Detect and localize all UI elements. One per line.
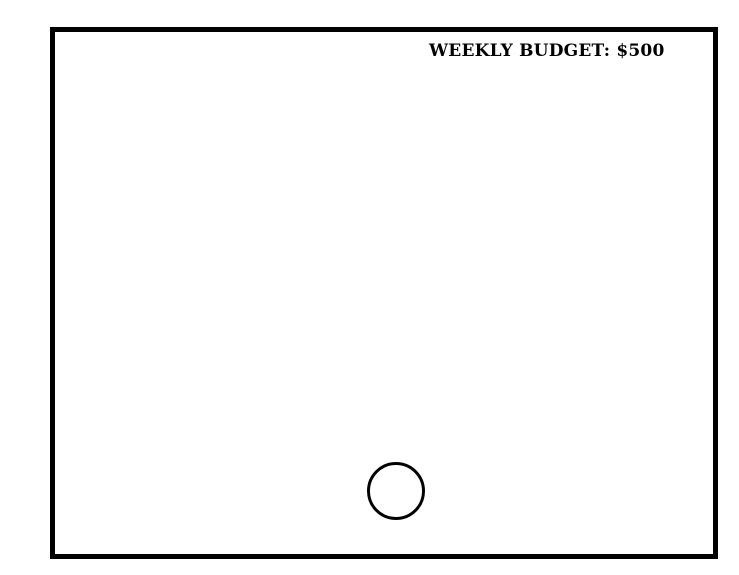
weekly-budget-label: WEEKLY BUDGET: $500 xyxy=(429,41,664,61)
home-button[interactable] xyxy=(367,462,425,520)
device-frame: WEEKLY BUDGET: $500 xyxy=(50,27,718,559)
